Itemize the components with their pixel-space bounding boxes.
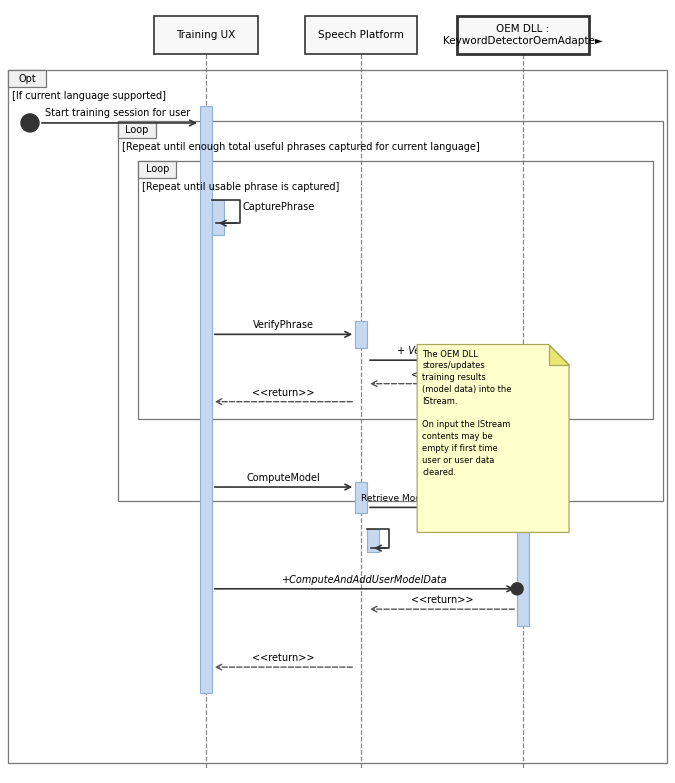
Bar: [200, 106, 212, 693]
Bar: [355, 321, 367, 348]
Text: <<return>>: <<return>>: [411, 370, 473, 380]
Text: Retrieve ModelData IStream for current user: Retrieve ModelData IStream for current u…: [361, 494, 563, 503]
Text: [If current language supported]: [If current language supported]: [12, 92, 166, 102]
Text: [Repeat until usable phrase is captured]: [Repeat until usable phrase is captured]: [142, 182, 340, 192]
Bar: [355, 482, 367, 513]
Bar: [118, 121, 663, 501]
Text: Loop: Loop: [146, 164, 169, 174]
Bar: [458, 16, 589, 54]
Bar: [138, 161, 653, 419]
Text: + VerifyUserKeyword(): + VerifyUserKeyword(): [397, 346, 508, 356]
Text: OEM DLL :
KeywordDetectorOemAdapte►: OEM DLL : KeywordDetectorOemAdapte►: [443, 24, 603, 46]
Polygon shape: [417, 345, 569, 532]
Text: Training UX: Training UX: [176, 31, 236, 40]
Bar: [138, 161, 176, 178]
Text: [Repeat until enough total useful phrases captured for current language]: [Repeat until enough total useful phrase…: [122, 143, 480, 153]
Bar: [517, 348, 529, 388]
Text: <<return>>: <<return>>: [252, 388, 315, 398]
Text: ComputeModel: ComputeModel: [246, 473, 321, 483]
Bar: [8, 70, 667, 763]
Text: Start training session for user: Start training session for user: [45, 108, 190, 118]
Text: CapturePhrase: CapturePhrase: [243, 202, 315, 211]
Text: Loop: Loop: [126, 124, 148, 135]
Text: VerifyPhrase: VerifyPhrase: [253, 320, 314, 330]
Text: Opt: Opt: [18, 74, 36, 84]
Circle shape: [511, 583, 523, 595]
Bar: [517, 505, 529, 626]
Polygon shape: [549, 345, 569, 365]
Bar: [305, 16, 416, 54]
Text: The OEM DLL
stores/updates
training results
(model data) into the
IStream.

On i: The OEM DLL stores/updates training resu…: [422, 349, 512, 477]
Circle shape: [21, 114, 39, 132]
Text: <<return>>: <<return>>: [411, 595, 473, 605]
Text: +ComputeAndAddUserModelData: +ComputeAndAddUserModelData: [281, 575, 448, 585]
Text: Speech Platform: Speech Platform: [318, 31, 404, 40]
Bar: [212, 200, 224, 235]
Bar: [153, 16, 258, 54]
Text: <<return>>: <<return>>: [252, 653, 315, 663]
Bar: [367, 529, 379, 552]
Bar: [8, 70, 46, 88]
Bar: [118, 121, 156, 139]
